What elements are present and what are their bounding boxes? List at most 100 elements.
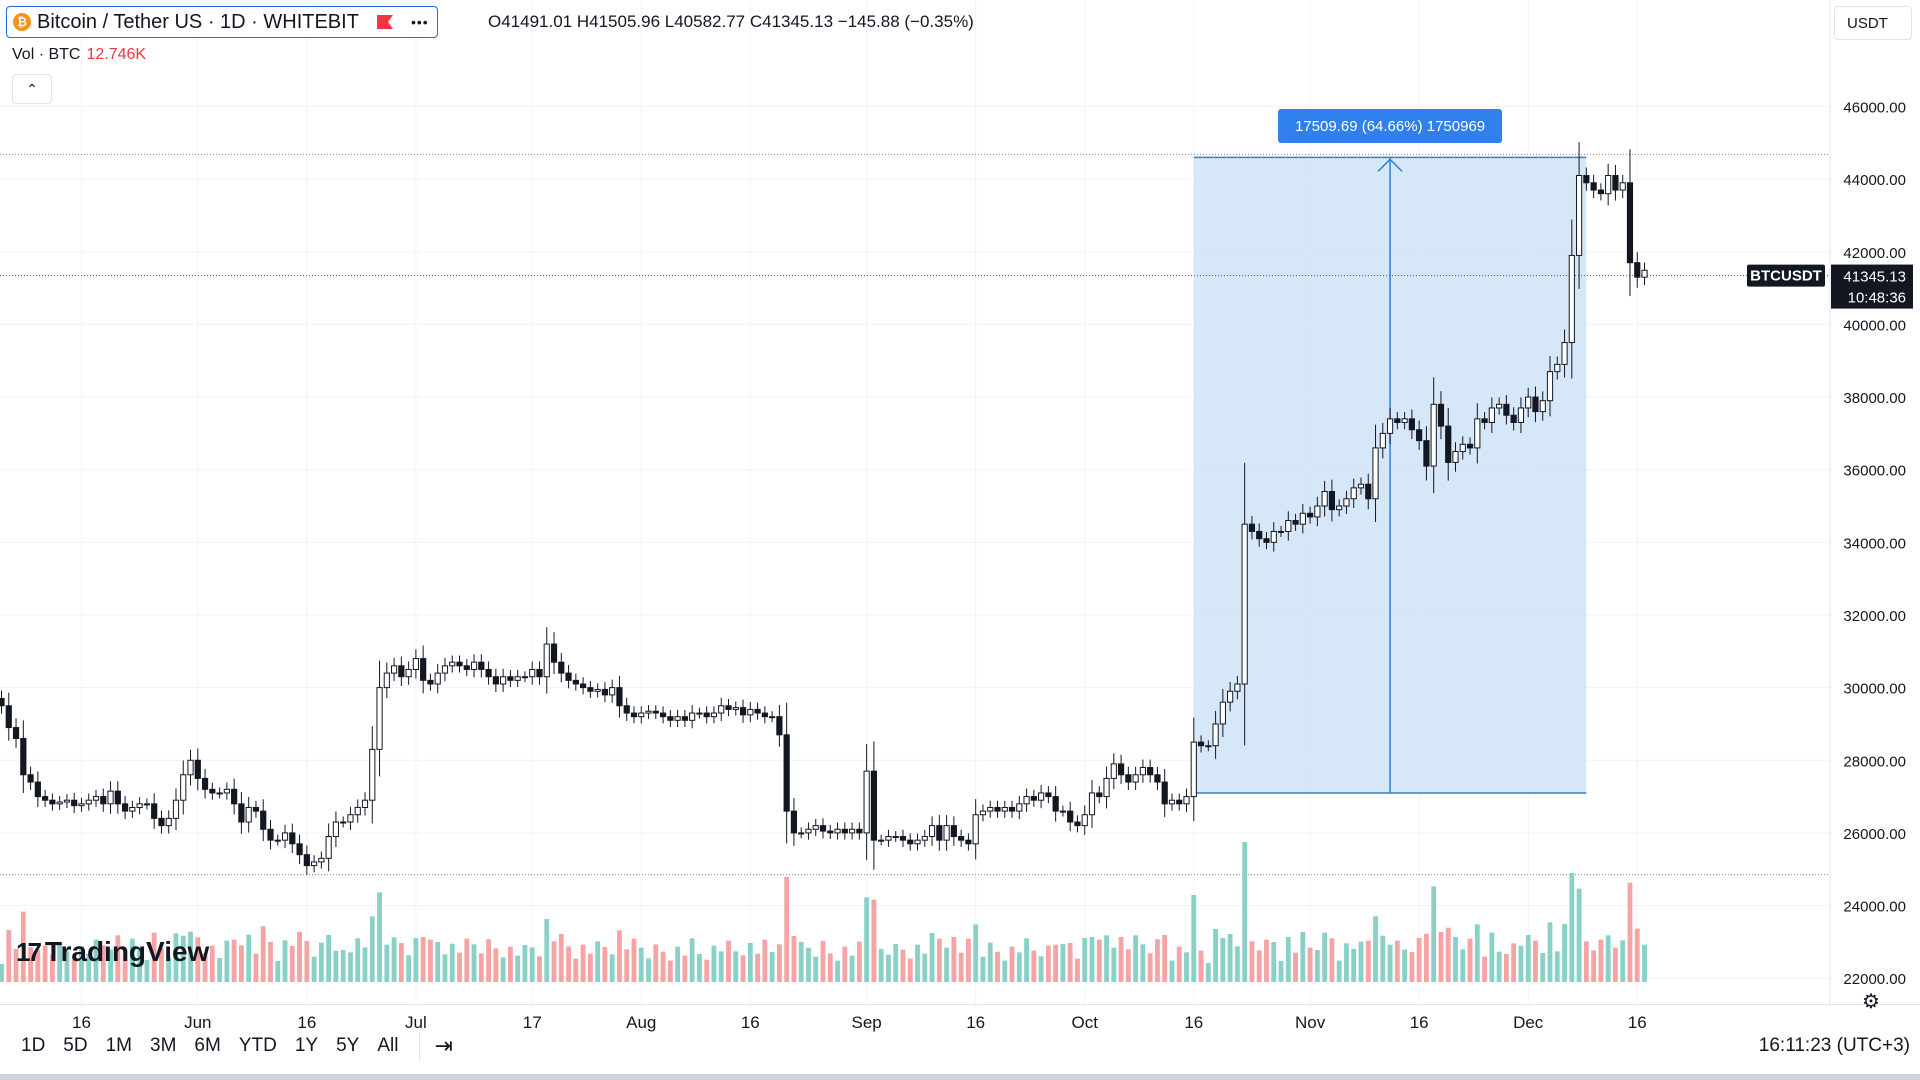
y-tick-label: 36000.00: [1843, 463, 1906, 480]
clock-timezone[interactable]: 16:11:23 (UTC+3): [1758, 1035, 1910, 1056]
volume-bar: [1438, 932, 1444, 982]
candle-body: [347, 814, 354, 823]
volume-bar: [486, 939, 491, 982]
volume-bar: [827, 953, 833, 982]
candle-body: [1125, 774, 1132, 783]
volume-bar: [1467, 938, 1473, 982]
volume-bar: [1147, 953, 1153, 982]
volume-bar: [893, 944, 899, 982]
range-button-1m[interactable]: 1M: [105, 1035, 132, 1056]
volume-bar: [544, 919, 550, 982]
countdown-tag: 10:48:36: [1848, 290, 1906, 307]
y-tick-label: 30000.00: [1843, 681, 1906, 698]
range-button-1d[interactable]: 1D: [21, 1035, 46, 1056]
volume-bar: [195, 937, 201, 982]
currency-selector[interactable]: USDT: [1834, 6, 1912, 40]
candle-body: [1590, 182, 1597, 191]
volume-bar: [1249, 941, 1255, 982]
volume-bar: [1271, 942, 1277, 982]
range-button-3m[interactable]: 3M: [150, 1035, 177, 1056]
y-tick-label: 26000.00: [1843, 826, 1906, 843]
candle-body: [78, 803, 85, 807]
y-tick-label: 44000.00: [1843, 172, 1906, 189]
volume-bar: [587, 953, 593, 982]
candle-body: [1227, 690, 1234, 703]
volume-bar: [864, 897, 870, 982]
volume-bar: [362, 947, 368, 982]
range-button-ytd[interactable]: YTD: [238, 1035, 277, 1056]
more-options-button[interactable]: •••: [410, 14, 429, 30]
volume-bar: [580, 944, 586, 982]
collapse-legend-button[interactable]: ⌃: [12, 74, 52, 104]
go-to-date-icon[interactable]: ⇥: [434, 1033, 453, 1058]
volume-bar: [886, 954, 891, 982]
volume-bar: [878, 949, 884, 982]
candle-body: [1488, 407, 1495, 423]
candle-body: [107, 790, 114, 805]
candle-body: [151, 803, 158, 819]
volume-bar: [1533, 940, 1538, 982]
flag-icon[interactable]: [376, 15, 393, 29]
candle-body: [1459, 443, 1466, 453]
candle-body: [390, 665, 398, 674]
candle-body: [681, 716, 688, 721]
footer-strip: [0, 1074, 1920, 1080]
range-button-5y[interactable]: 5Y: [336, 1035, 360, 1056]
candle-body: [260, 810, 267, 830]
candle-body: [1386, 418, 1394, 434]
volume-bar: [617, 930, 622, 982]
candle-body: [1626, 182, 1634, 264]
range-button-5d[interactable]: 5D: [63, 1035, 88, 1056]
volume-bar: [86, 953, 92, 982]
volume-bar: [166, 957, 172, 982]
candle-body: [965, 839, 972, 845]
volume-bar: [1256, 950, 1262, 982]
candle-body: [928, 825, 936, 838]
volume-bar: [188, 931, 193, 982]
candle-body: [1307, 512, 1314, 518]
volume-bar: [980, 956, 986, 982]
candle-body: [769, 716, 776, 719]
candle-body: [1619, 182, 1626, 191]
candle-body: [1277, 530, 1285, 533]
volume-bar: [1176, 946, 1182, 982]
volume-bar: [638, 947, 644, 982]
volume-bar: [900, 949, 906, 982]
symbol-title[interactable]: Bitcoin / Tether US · 1D · WHITEBIT: [37, 10, 359, 33]
candle-body: [1147, 767, 1154, 776]
volume-bar: [1053, 944, 1059, 982]
candle-body: [1285, 520, 1292, 532]
candle-body: [987, 806, 994, 812]
volume-bar: [377, 892, 382, 982]
candle-body: [1408, 418, 1415, 431]
candle-body: [332, 821, 340, 838]
candle-body: [899, 836, 907, 841]
candle-body: [231, 788, 238, 805]
volume-bar: [856, 941, 862, 982]
tradingview-logo-text: TradingView: [44, 936, 210, 967]
candle-body: [1561, 342, 1568, 365]
volume-bar: [515, 955, 521, 982]
volume-bar: [849, 955, 855, 982]
volume-bar: [311, 956, 317, 982]
volume-bar: [6, 930, 12, 982]
volume-bar: [173, 933, 179, 982]
tradingview-logo[interactable]: 17 TradingView: [16, 936, 209, 968]
volume-bar: [915, 944, 920, 982]
candle-body: [1197, 741, 1205, 747]
candle-body: [463, 665, 470, 670]
candle-body: [667, 716, 674, 721]
candle-body: [1466, 443, 1474, 449]
volume-bar: [1416, 938, 1422, 982]
candle-body: [848, 828, 856, 834]
range-button-1y[interactable]: 1Y: [294, 1035, 319, 1056]
volume-bar: [1205, 963, 1211, 982]
volume-bar: [995, 951, 1000, 982]
range-button-all[interactable]: All: [377, 1035, 399, 1056]
symbol-header[interactable]: ₿ Bitcoin / Tether US · 1D · WHITEBIT ••…: [6, 6, 438, 38]
settings-icon[interactable]: ⚙: [1862, 991, 1880, 1013]
volume-bar: [776, 944, 782, 982]
range-button-6m[interactable]: 6M: [194, 1035, 221, 1056]
volume-bar: [784, 877, 790, 982]
